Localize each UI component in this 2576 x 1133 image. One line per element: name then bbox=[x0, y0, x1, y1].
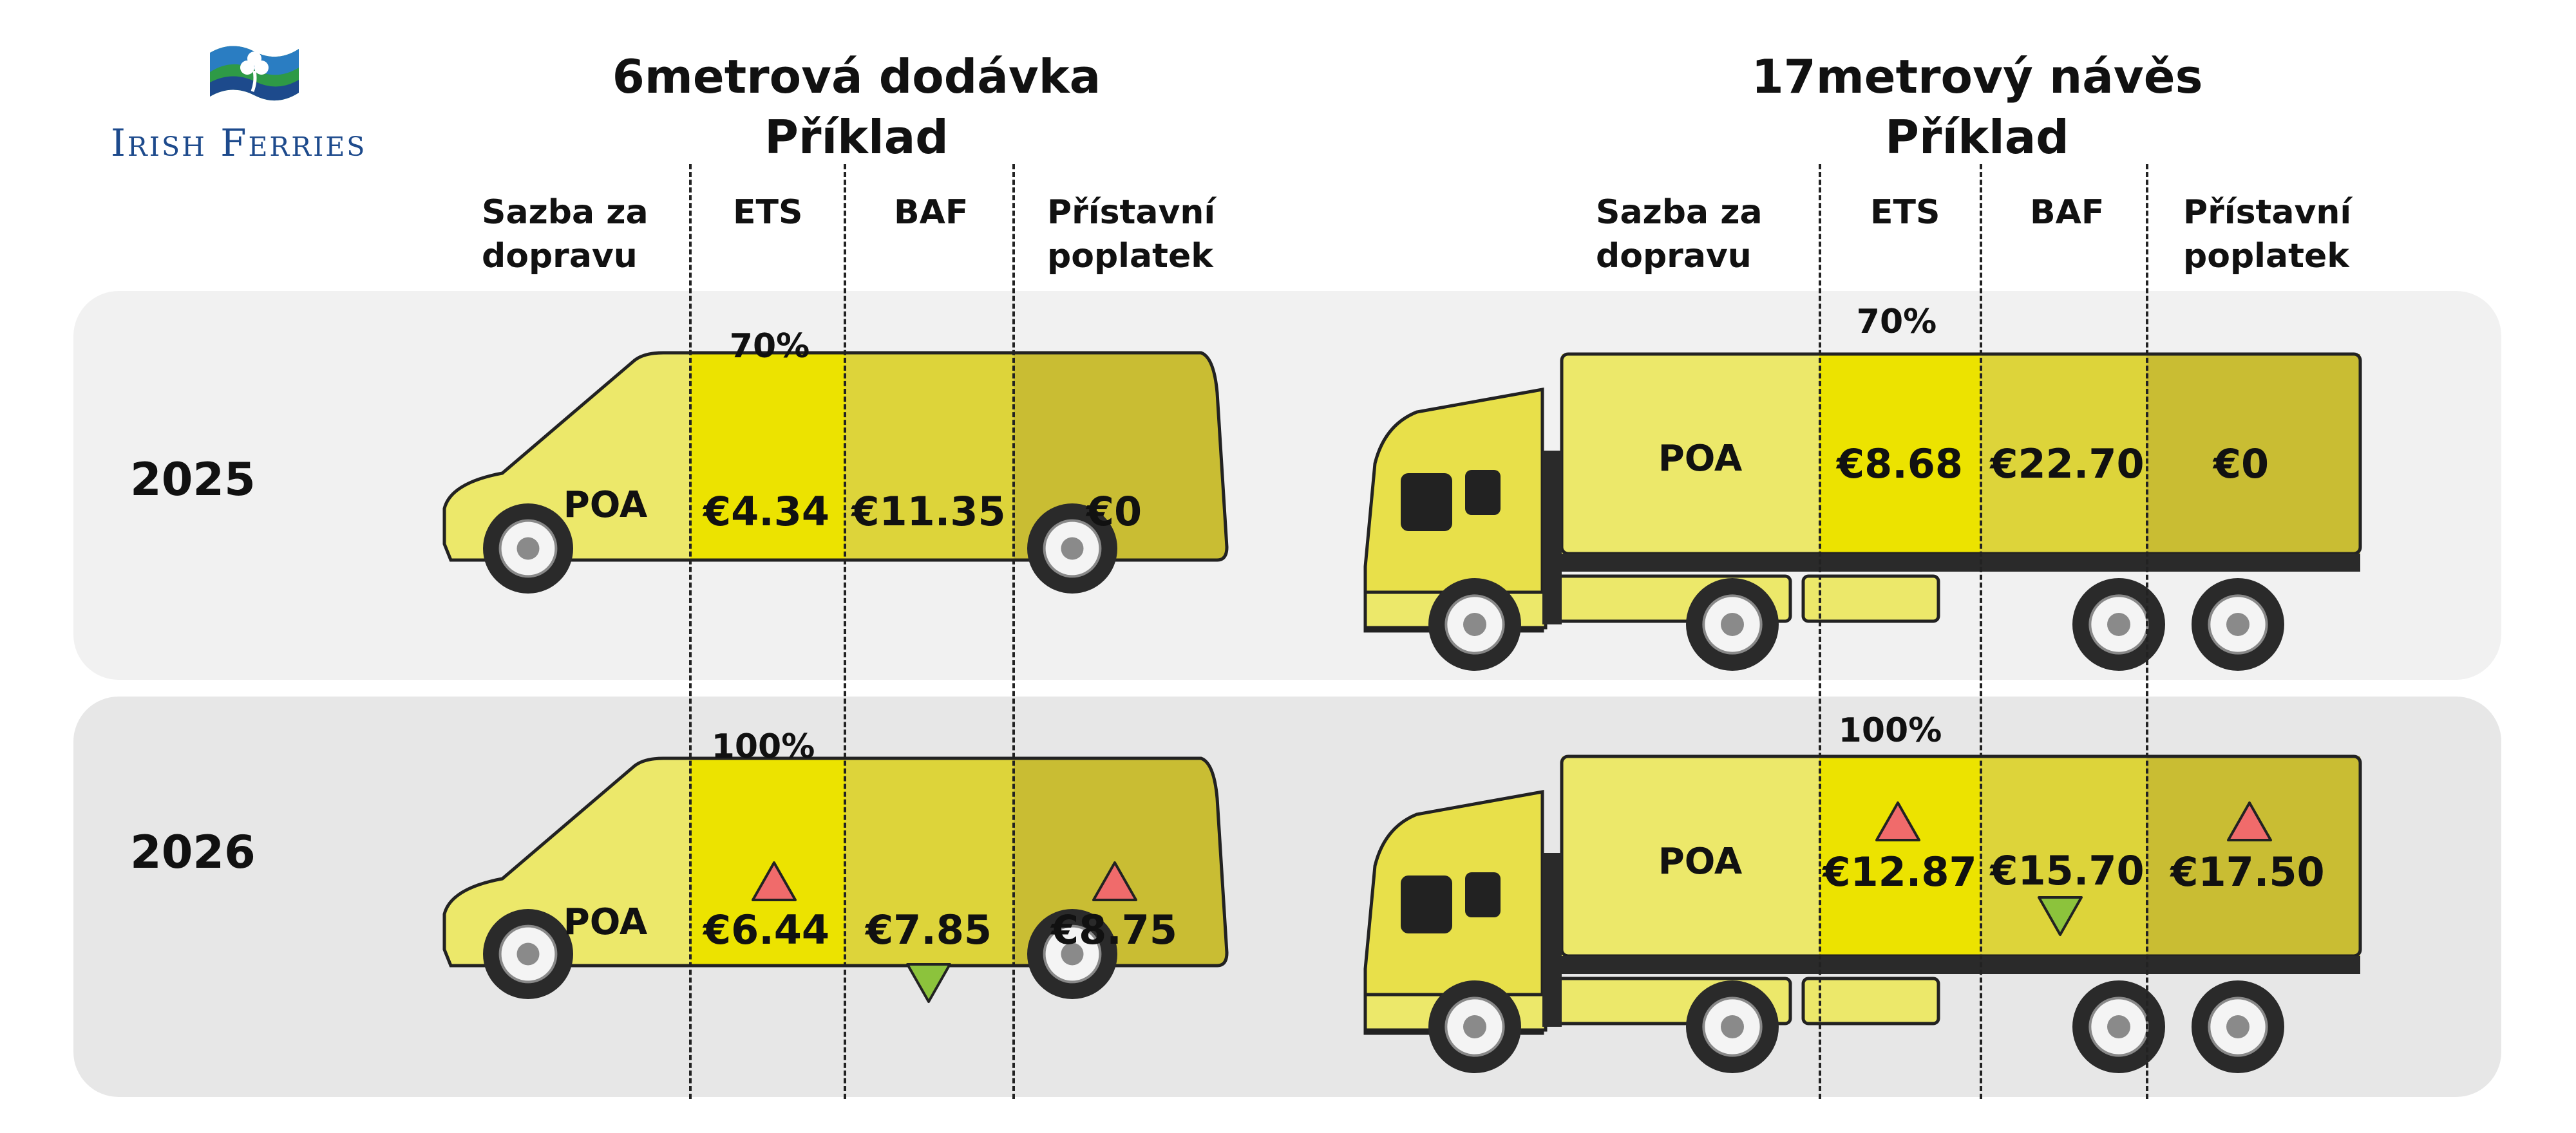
column-divider bbox=[1819, 164, 1821, 1099]
ets-share: 70% bbox=[1856, 303, 1937, 341]
triangle-up-icon bbox=[1875, 801, 1920, 841]
freight-value: POA bbox=[1658, 438, 1743, 480]
col-label: poplatek bbox=[2183, 237, 2349, 276]
col-label: Přístavní bbox=[1047, 193, 1216, 232]
port-value: €0 bbox=[1086, 488, 1142, 535]
col-label: dopravu bbox=[1596, 237, 1752, 276]
col-label: Přístavní bbox=[2183, 193, 2352, 232]
trailer-title-line1: 17metrový návěs bbox=[1751, 50, 2203, 104]
freight-value: POA bbox=[563, 484, 648, 526]
van-title-line2: Příklad bbox=[764, 110, 949, 164]
port-value: €8.75 bbox=[1050, 906, 1178, 953]
trailer-col-port: Přístavní poplatek bbox=[2183, 191, 2351, 278]
freight-value: POA bbox=[563, 901, 648, 943]
trailer-col-baf: BAF bbox=[2030, 193, 2105, 232]
port-value: €0 bbox=[2213, 440, 2269, 487]
col-label: poplatek bbox=[1047, 237, 1213, 276]
triangle-down-icon bbox=[2038, 896, 2083, 936]
van-body bbox=[442, 351, 1229, 562]
column-divider bbox=[844, 164, 846, 1099]
shamrock-flag-icon bbox=[210, 46, 299, 101]
triangle-up-icon bbox=[1092, 861, 1137, 901]
van-col-port: Přístavní poplatek bbox=[1047, 191, 1215, 278]
freight-value: POA bbox=[1658, 841, 1743, 883]
trailer-section-title: 17metrový návěs Příklad bbox=[1687, 46, 2267, 167]
ets-share: 100% bbox=[1838, 711, 1942, 750]
column-divider bbox=[1012, 164, 1015, 1099]
van-col-baf: BAF bbox=[894, 193, 969, 232]
triangle-up-icon bbox=[752, 861, 797, 901]
brand-name: Irish Ferries bbox=[111, 121, 367, 165]
triangle-down-icon bbox=[906, 963, 951, 1003]
year-label: 2026 bbox=[130, 826, 256, 879]
baf-value: €15.70 bbox=[1990, 847, 2145, 894]
baf-value: €11.35 bbox=[851, 488, 1006, 535]
trailer-col-freight: Sazba za dopravu bbox=[1596, 191, 1763, 278]
trailer-col-ets: ETS bbox=[1870, 193, 1940, 232]
column-divider bbox=[1980, 164, 1982, 1099]
van-section-title: 6metrová dodávka Příklad bbox=[567, 46, 1146, 167]
van-col-ets: ETS bbox=[733, 193, 803, 232]
triangle-up-icon bbox=[2227, 801, 2272, 841]
trailer-title-line2: Příklad bbox=[1885, 110, 2069, 164]
col-label: Sazba za bbox=[482, 193, 649, 232]
ets-share: 70% bbox=[729, 327, 810, 366]
baf-value: €7.85 bbox=[865, 906, 992, 953]
ets-value: €12.87 bbox=[1823, 848, 1977, 895]
van-col-freight: Sazba za dopravu bbox=[482, 191, 649, 278]
ets-value: €4.34 bbox=[703, 488, 830, 535]
col-label: dopravu bbox=[482, 237, 638, 276]
port-value: €17.50 bbox=[2170, 848, 2325, 895]
ets-value: €6.44 bbox=[703, 906, 830, 953]
column-divider bbox=[689, 164, 692, 1099]
year-label: 2025 bbox=[130, 453, 256, 506]
ets-value: €8.68 bbox=[1836, 440, 1964, 487]
baf-value: €22.70 bbox=[1990, 440, 2145, 487]
col-label: Sazba za bbox=[1596, 193, 1763, 232]
ets-share: 100% bbox=[711, 727, 815, 766]
column-divider bbox=[2146, 164, 2148, 1099]
van-title-line1: 6metrová dodávka bbox=[612, 50, 1101, 104]
